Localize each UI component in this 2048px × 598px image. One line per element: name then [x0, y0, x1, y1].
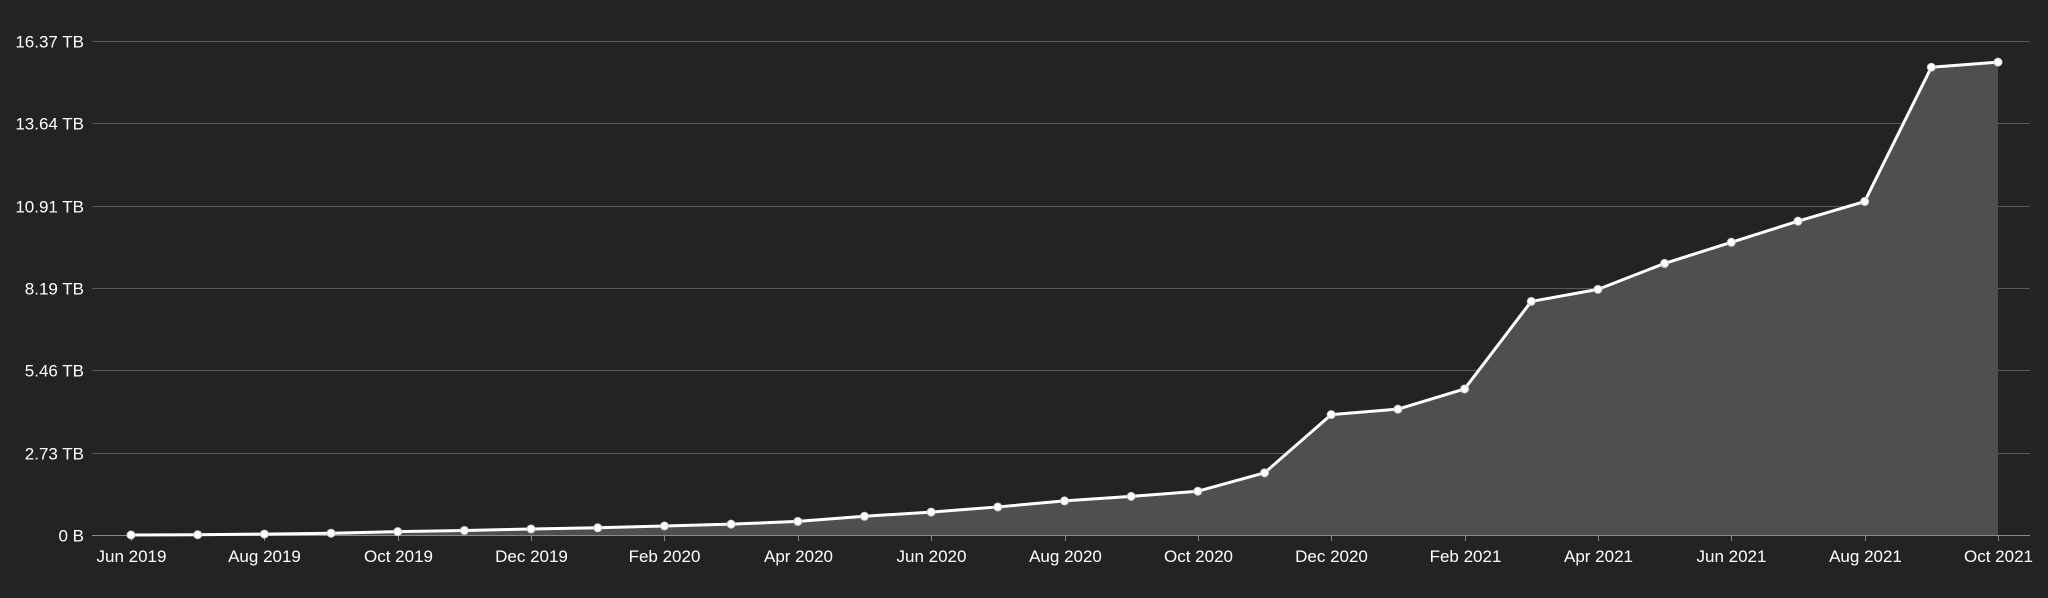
data-point	[1193, 486, 1203, 496]
data-point	[1926, 62, 1936, 72]
data-point	[126, 530, 136, 540]
data-point	[593, 523, 603, 533]
x-tick-label: Jun 2020	[897, 547, 967, 566]
x-tick-label: Oct 2019	[364, 547, 433, 566]
data-point	[926, 507, 936, 517]
x-tick-label: Feb 2020	[629, 547, 701, 566]
x-tick-label: Dec 2019	[495, 547, 568, 566]
data-point	[1993, 57, 2003, 67]
data-point	[193, 530, 203, 540]
x-axis	[92, 535, 2030, 541]
y-tick-label: 0 B	[58, 527, 84, 546]
data-point	[1326, 410, 1336, 420]
area-fill-layer	[131, 62, 1998, 536]
area-fill	[131, 62, 1998, 536]
x-tick-label: Jun 2021	[1697, 547, 1767, 566]
y-tick-label: 5.46 TB	[25, 362, 84, 381]
y-tick-label: 16.37 TB	[15, 33, 84, 52]
data-point	[993, 502, 1003, 512]
data-point	[659, 521, 669, 531]
x-tick-label: Apr 2020	[764, 547, 833, 566]
data-point	[1260, 468, 1270, 478]
y-tick-label: 2.73 TB	[25, 445, 84, 464]
x-tick-label: Aug 2019	[228, 547, 301, 566]
data-point	[1660, 258, 1670, 268]
y-tick-label: 8.19 TB	[25, 280, 84, 299]
data-point	[1726, 237, 1736, 247]
x-axis-labels: Jun 2019 Aug 2019 Oct 2019 Dec 2019 Feb 2020…	[97, 547, 2033, 566]
data-point	[726, 519, 736, 529]
data-point	[1860, 197, 1870, 207]
data-point	[1593, 284, 1603, 294]
data-point	[326, 528, 336, 538]
y-axis-labels: 0 B 2.73 TB 5.46 TB 8.19 TB 10.91 TB 13.64 TB…	[15, 33, 84, 546]
data-point	[393, 527, 403, 537]
data-point	[1526, 296, 1536, 306]
x-tick-label: Oct 2021	[1964, 547, 2033, 566]
data-point	[1393, 404, 1403, 414]
y-tick-label: 10.91 TB	[15, 198, 84, 217]
x-tick-label: Aug 2020	[1029, 547, 1102, 566]
data-point	[1060, 496, 1069, 506]
data-points	[126, 57, 2003, 540]
data-point	[459, 525, 469, 535]
data-point	[526, 524, 536, 534]
x-tick-label: Jun 2019	[97, 547, 167, 566]
data-point	[1460, 384, 1470, 394]
x-tick-label: Aug 2021	[1829, 547, 1902, 566]
x-tick-label: Oct 2020	[1164, 547, 1233, 566]
data-point	[793, 516, 803, 526]
data-point	[859, 511, 869, 521]
data-point	[1793, 216, 1803, 226]
x-tick-label: Feb 2021	[1430, 547, 1502, 566]
data-point	[1126, 491, 1136, 501]
y-tick-label: 13.64 TB	[15, 115, 84, 134]
x-tick-label: Dec 2020	[1295, 547, 1368, 566]
data-point	[259, 529, 269, 539]
x-tick-label: Apr 2021	[1564, 547, 1633, 566]
